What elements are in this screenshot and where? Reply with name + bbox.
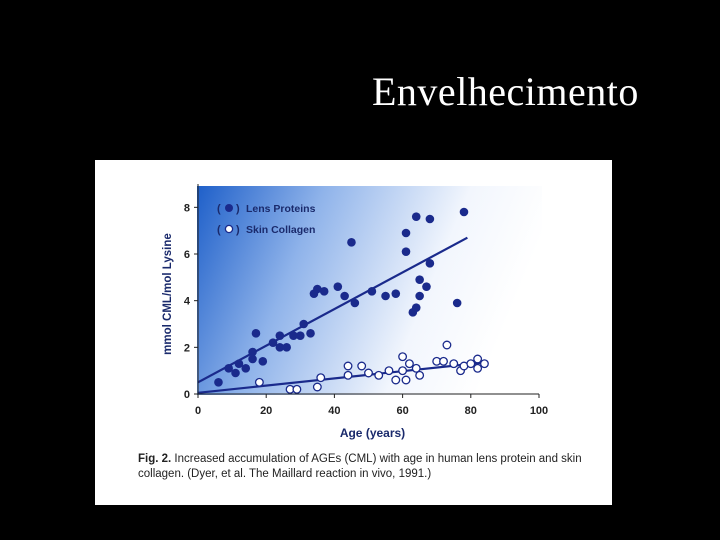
data-point-lens bbox=[425, 214, 435, 224]
data-point-lens bbox=[275, 343, 285, 352]
data-point-lens bbox=[401, 247, 411, 256]
x-tick-label: 100 bbox=[530, 405, 548, 417]
data-point-lens bbox=[248, 354, 257, 364]
data-point-skin bbox=[384, 366, 394, 376]
legend-skin-marker bbox=[224, 224, 234, 234]
y-tick-label: 8 bbox=[184, 202, 190, 214]
data-point-lens bbox=[347, 238, 356, 247]
legend-lens-close-paren: ) bbox=[236, 203, 240, 215]
data-point-lens bbox=[411, 303, 421, 312]
caption-text: Increased accumulation of AGEs (CML) wit… bbox=[138, 453, 582, 480]
data-point-lens bbox=[459, 207, 469, 217]
data-point-lens bbox=[214, 378, 223, 387]
data-point-skin bbox=[398, 352, 408, 362]
x-tick-label: 60 bbox=[396, 405, 408, 417]
data-point-lens bbox=[282, 343, 291, 352]
y-tick-label: 0 bbox=[184, 389, 190, 401]
data-point-skin bbox=[316, 373, 326, 383]
data-point-skin bbox=[391, 375, 401, 385]
x-tick-label: 40 bbox=[328, 405, 340, 417]
data-point-lens bbox=[415, 291, 424, 301]
data-point-lens bbox=[248, 347, 257, 357]
data-point-skin bbox=[479, 359, 489, 369]
data-point-skin bbox=[292, 384, 302, 394]
data-point-lens bbox=[299, 319, 309, 329]
data-point-lens bbox=[340, 291, 349, 301]
data-point-skin bbox=[343, 361, 353, 371]
data-point-skin bbox=[364, 368, 373, 378]
figure-label: Fig. 2. bbox=[138, 453, 172, 465]
data-point-skin bbox=[473, 363, 483, 373]
data-point-lens bbox=[422, 282, 431, 291]
data-point-lens bbox=[391, 289, 401, 298]
data-point-skin bbox=[404, 359, 414, 369]
y-axis-label: mmol CML/mol Lysine bbox=[162, 233, 174, 355]
y-tick-label: 6 bbox=[184, 249, 190, 261]
data-point-skin bbox=[439, 356, 448, 366]
x-tick-label: 0 bbox=[195, 405, 201, 417]
trendline bbox=[197, 236, 468, 384]
data-point-lens bbox=[231, 368, 240, 378]
legend-lens-label: Lens Proteins bbox=[246, 203, 316, 215]
data-point-lens bbox=[251, 329, 261, 338]
data-point-skin bbox=[401, 375, 411, 385]
data-point-lens bbox=[296, 331, 305, 340]
legend-lens-open-paren: ( bbox=[217, 203, 221, 215]
legend-skin-close-paren: ) bbox=[236, 224, 240, 236]
data-point-skin bbox=[312, 382, 322, 392]
data-point-lens bbox=[411, 212, 421, 221]
legend-skin-label: Skin Collagen bbox=[246, 224, 315, 236]
data-point-skin bbox=[398, 366, 408, 376]
data-point-skin bbox=[411, 363, 421, 373]
data-point-skin bbox=[374, 370, 384, 380]
data-point-lens bbox=[224, 364, 233, 373]
data-point-lens bbox=[367, 287, 377, 296]
x-axis-label: Age (years) bbox=[340, 426, 405, 440]
data-point-lens bbox=[258, 357, 268, 366]
data-point-lens bbox=[401, 228, 411, 238]
data-point-lens bbox=[415, 275, 424, 284]
data-point-lens bbox=[319, 287, 329, 296]
data-point-lens bbox=[381, 291, 390, 301]
data-point-lens bbox=[350, 298, 360, 308]
data-point-skin bbox=[449, 359, 459, 369]
x-tick-label: 80 bbox=[465, 405, 477, 417]
figure-panel: 0 20 40 60 80 100 0 2 4 6 8 Age (years) mmol CML/mol… bbox=[95, 160, 612, 505]
data-point-skin bbox=[415, 370, 425, 380]
data-point-skin bbox=[442, 340, 452, 350]
data-point-lens bbox=[289, 331, 298, 340]
legend-skin-open-paren: ( bbox=[217, 224, 221, 236]
data-point-lens bbox=[425, 259, 435, 268]
data-point-skin bbox=[473, 354, 483, 364]
data-point-skin bbox=[254, 377, 264, 387]
y-tick-label: 2 bbox=[184, 342, 190, 354]
data-point-lens bbox=[241, 364, 251, 373]
data-point-lens bbox=[333, 282, 343, 291]
scatter-chart: 0 20 40 60 80 100 0 2 4 6 8 Age (years) mmol CML/mol… bbox=[162, 184, 548, 440]
data-point-lens bbox=[313, 284, 322, 294]
data-point-skin bbox=[343, 370, 353, 380]
trendline bbox=[197, 361, 485, 394]
y-tick-label: 4 bbox=[184, 296, 191, 308]
data-point-lens bbox=[268, 338, 278, 347]
figure-caption: Fig. 2. Increased accumulation of AGEs (… bbox=[138, 452, 608, 482]
data-point-skin bbox=[357, 361, 367, 371]
legend-lens-marker bbox=[225, 204, 233, 212]
x-tick-label: 20 bbox=[260, 405, 272, 417]
data-point-lens bbox=[306, 329, 315, 338]
data-point-lens bbox=[452, 298, 462, 308]
slide-title: Envelhecimento bbox=[372, 69, 639, 114]
data-point-skin bbox=[466, 359, 476, 369]
data-point-lens bbox=[234, 359, 244, 368]
data-point-lens bbox=[275, 331, 285, 340]
